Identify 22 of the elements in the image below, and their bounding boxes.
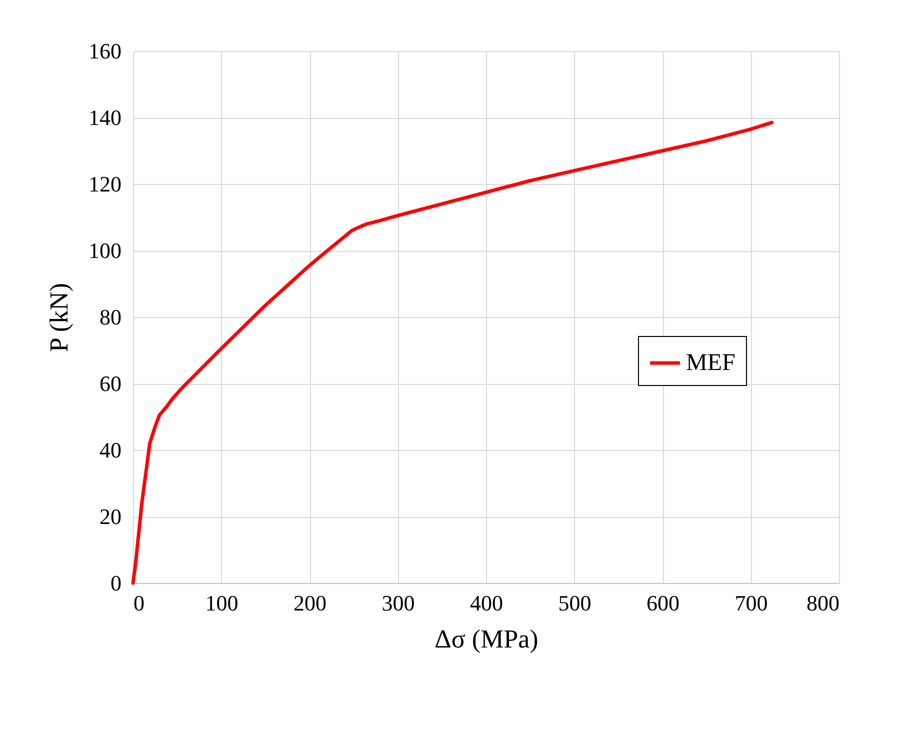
y-tick-label: 40 [100,438,122,462]
x-tick-label: 400 [470,590,503,616]
y-tick-label: 0 [110,570,122,596]
legend-label: MEF [686,350,736,376]
y-tick-label: 20 [100,504,122,529]
y-tick-label: 80 [100,304,122,330]
y-tick-label: 160 [88,38,122,64]
x-tick-label: 200 [294,590,326,616]
y-tick-label: 140 [88,105,122,130]
y-tick-label: 60 [100,371,122,396]
x-tick-label: 300 [382,590,415,616]
x-tick-label: 500 [558,590,592,616]
y-axis-title: P (kN) [44,282,74,352]
y-tick-label: 100 [88,238,122,263]
x-tick-label: 700 [734,590,768,616]
x-tick-label: 0 [134,590,144,616]
x-tick-label: 100 [205,590,238,616]
x-axis-title: Δσ (MPa) [434,624,538,654]
y-tick-label: 120 [88,172,122,196]
x-tick-label: 800 [806,590,840,616]
line-series [131,120,774,585]
x-tick-label: 600 [646,590,680,616]
